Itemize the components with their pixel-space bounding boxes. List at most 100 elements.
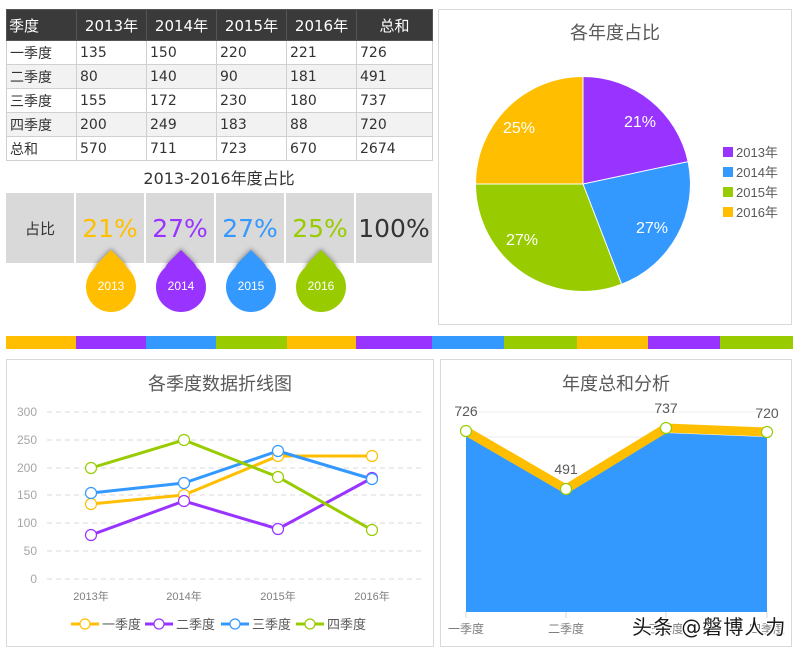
table-cell: 2674 <box>356 136 433 161</box>
table-cell: 140 <box>146 64 217 89</box>
table-cell: 80 <box>76 64 147 89</box>
header-2016: 2016年 <box>286 9 357 41</box>
svg-text:150: 150 <box>17 488 37 502</box>
table-cell: 491 <box>356 64 433 89</box>
svg-text:300: 300 <box>17 405 37 419</box>
header-2014: 2014年 <box>146 9 217 41</box>
line-chart-panel: 各季度数据折线图 300 250 200 150 100 50 0 2013年 … <box>6 359 434 647</box>
table-cell: 181 <box>286 64 357 89</box>
table-cell: 总和 <box>6 136 77 161</box>
svg-text:200: 200 <box>17 461 37 475</box>
pie-label-2015: 27% <box>506 232 539 249</box>
pie-slice-2015 <box>476 184 622 291</box>
ratio-2016: 25% <box>286 193 356 263</box>
table-row: 三季度 155 172 230 180 737 <box>6 88 433 113</box>
ratio-row: 占比 21% 27% 27% 25% 100% <box>6 193 432 263</box>
pie-slice-2016 <box>476 77 583 184</box>
table-cell: 670 <box>286 136 357 161</box>
table-cell: 172 <box>146 88 217 113</box>
ratio-total: 100% <box>356 193 432 263</box>
pie-label-2014: 27% <box>636 220 669 237</box>
legend-item-2013: 2013年 <box>723 143 778 163</box>
area-chart-panel: 年度总和分析 726 491 737 720 一季度 二季度 三季度 四季度 <box>440 359 792 647</box>
svg-text:720: 720 <box>755 405 779 421</box>
pie-legend: 2013年 2014年 2015年 2016年 <box>723 143 778 223</box>
table-cell: 723 <box>216 136 287 161</box>
table-cell: 一季度 <box>6 40 77 65</box>
svg-text:2013年: 2013年 <box>73 589 108 603</box>
series-line-q3 <box>90 449 373 495</box>
area-chart-title: 年度总和分析 <box>562 374 670 395</box>
pie-chart <box>476 77 690 291</box>
header-total: 总和 <box>356 9 433 41</box>
line-chart-title: 各季度数据折线图 <box>148 374 292 395</box>
watermark: 头条 @磐博人力 <box>632 615 787 639</box>
header-2015: 2015年 <box>216 9 287 41</box>
table-cell: 200 <box>76 112 147 137</box>
svg-text:一季度: 一季度 <box>448 621 484 636</box>
header-2013: 2013年 <box>76 9 147 41</box>
legend-item-2016: 2016年 <box>723 203 778 223</box>
pie-chart-panel: 各年度占比 21% 27% 27% 25% 2013年 2014年 2015年 … <box>438 9 792 325</box>
quarterly-data-table: 季度 2013年 2014年 2015年 2016年 总和 一季度 135 15… <box>6 9 433 161</box>
svg-text:100: 100 <box>17 516 37 530</box>
svg-text:四季度: 四季度 <box>749 621 785 636</box>
svg-text:737: 737 <box>654 400 678 416</box>
drop-marker-2013: 2013 <box>86 249 136 312</box>
ratio-title: 2013-2016年度占比 <box>143 169 295 188</box>
ratio-label: 占比 <box>6 193 76 263</box>
pie-slice-2013 <box>583 77 688 184</box>
table-cell: 三季度 <box>6 88 77 113</box>
table-cell: 135 <box>76 40 147 65</box>
pie-chart-title: 各年度占比 <box>570 23 660 44</box>
svg-text:三季度: 三季度 <box>252 617 291 632</box>
table-cell: 二季度 <box>6 64 77 89</box>
svg-text:三季度: 三季度 <box>648 621 684 636</box>
svg-text:四季度: 四季度 <box>327 617 366 632</box>
svg-text:2015年: 2015年 <box>260 589 295 603</box>
series-line-q4 <box>90 438 373 532</box>
svg-text:250: 250 <box>17 433 37 447</box>
table-cell: 249 <box>146 112 217 137</box>
legend-swatch-icon <box>723 167 733 177</box>
legend-item-2014: 2014年 <box>723 163 778 183</box>
table-cell: 720 <box>356 112 433 137</box>
area-fill <box>466 433 767 612</box>
table-cell: 90 <box>216 64 287 89</box>
table-cell: 183 <box>216 112 287 137</box>
svg-text:0: 0 <box>30 572 37 586</box>
svg-text:一季度: 一季度 <box>102 617 141 632</box>
drop-marker-2015: 2015 <box>226 249 276 312</box>
table-cell: 155 <box>76 88 147 113</box>
svg-text:726: 726 <box>454 403 478 419</box>
svg-text:二季度: 二季度 <box>548 621 584 636</box>
table-header-row: 季度 2013年 2014年 2015年 2016年 总和 <box>6 9 433 41</box>
pie-label-2016: 25% <box>503 120 536 137</box>
table-cell: 726 <box>356 40 433 65</box>
svg-text:50: 50 <box>24 544 38 558</box>
pie-label-2013: 21% <box>624 114 657 131</box>
table-cell: 230 <box>216 88 287 113</box>
table-cell: 220 <box>216 40 287 65</box>
decorative-color-strip <box>6 336 793 349</box>
ratio-2014: 27% <box>146 193 216 263</box>
table-cell: 四季度 <box>6 112 77 137</box>
svg-text:2016年: 2016年 <box>354 589 389 603</box>
table-cell: 221 <box>286 40 357 65</box>
legend-swatch-icon <box>723 147 733 157</box>
series-line-q1 <box>90 454 372 506</box>
line-chart-legend: 一季度 二季度 三季度 四季度 <box>71 617 366 632</box>
table-cell: 570 <box>76 136 147 161</box>
legend-item-2015: 2015年 <box>723 183 778 203</box>
table-cell: 711 <box>146 136 217 161</box>
line-chart: 300 250 200 150 100 50 0 2013年 2014年 201… <box>17 405 421 632</box>
table-cell: 180 <box>286 88 357 113</box>
legend-swatch-icon <box>723 207 733 217</box>
svg-text:2014年: 2014年 <box>166 589 201 603</box>
area-chart: 726 491 737 720 一季度 二季度 三季度 四季度 <box>448 400 785 636</box>
drop-marker-2014: 2014 <box>156 249 206 312</box>
table-row: 二季度 80 140 90 181 491 <box>6 64 433 89</box>
svg-text:二季度: 二季度 <box>176 617 215 632</box>
legend-swatch-icon <box>723 187 733 197</box>
header-quarter: 季度 <box>6 9 77 41</box>
